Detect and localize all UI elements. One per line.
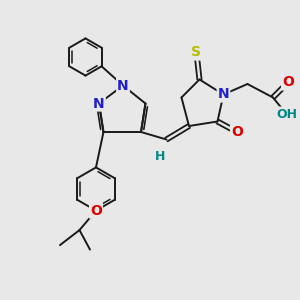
Text: O: O — [231, 125, 243, 139]
Text: OH: OH — [276, 107, 297, 121]
Text: S: S — [191, 46, 202, 59]
Text: O: O — [90, 204, 102, 218]
Text: N: N — [93, 97, 105, 110]
Text: H: H — [155, 149, 166, 163]
Text: O: O — [282, 76, 294, 89]
Text: N: N — [117, 79, 129, 92]
Text: N: N — [218, 88, 229, 101]
